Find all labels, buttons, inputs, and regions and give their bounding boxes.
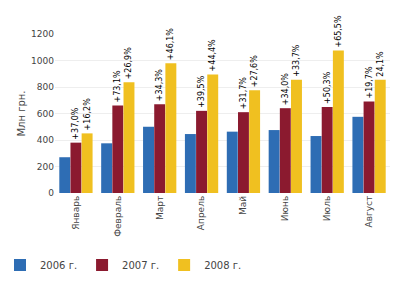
svg-text:Январь: Январь — [71, 196, 81, 230]
svg-text:600: 600 — [37, 109, 54, 119]
svg-text:2006 г.: 2006 г. — [40, 260, 77, 271]
svg-text:200: 200 — [37, 162, 54, 172]
svg-text:+27,6%: +27,6% — [250, 55, 259, 88]
svg-text:Август: Август — [364, 196, 374, 228]
svg-text:Апрель: Апрель — [196, 196, 206, 230]
svg-text:+50,3%: +50,3% — [323, 71, 332, 104]
svg-text:+31,7%: +31,7% — [239, 77, 248, 110]
svg-text:0: 0 — [48, 188, 54, 198]
svg-text:Февраль: Февраль — [113, 196, 123, 237]
svg-text:1200: 1200 — [31, 29, 54, 39]
svg-text:+37,0%: +37,0% — [71, 107, 80, 140]
svg-text:+46,1%: +46,1% — [166, 28, 175, 61]
svg-text:800: 800 — [37, 82, 54, 92]
svg-text:Июль: Июль — [322, 196, 332, 221]
svg-text:400: 400 — [37, 135, 54, 145]
svg-text:2008 г.: 2008 г. — [204, 260, 241, 271]
svg-text:24,1%: 24,1% — [376, 51, 385, 77]
svg-text:1000: 1000 — [31, 56, 54, 66]
svg-text:+34,3%: +34,3% — [155, 69, 164, 102]
svg-text:+65,5%: +65,5% — [334, 15, 343, 48]
svg-text:+44,4%: +44,4% — [208, 39, 217, 72]
svg-text:+34,0%: +34,0% — [281, 73, 290, 106]
svg-text:Май: Май — [238, 196, 248, 215]
svg-text:+16,2%: +16,2% — [83, 98, 92, 131]
svg-text:+73,1%: +73,1% — [113, 70, 122, 103]
svg-text:Июнь: Июнь — [280, 196, 290, 222]
svg-text:Млн грн.: Млн грн. — [16, 90, 27, 136]
svg-text:+19,7%: +19,7% — [365, 66, 374, 99]
svg-text:Март: Март — [155, 196, 165, 220]
svg-text:2007 г.: 2007 г. — [122, 260, 159, 271]
svg-text:+39,5%: +39,5% — [197, 75, 206, 108]
svg-text:+33,7%: +33,7% — [292, 44, 301, 77]
svg-text:+26,9%: +26,9% — [124, 47, 133, 80]
